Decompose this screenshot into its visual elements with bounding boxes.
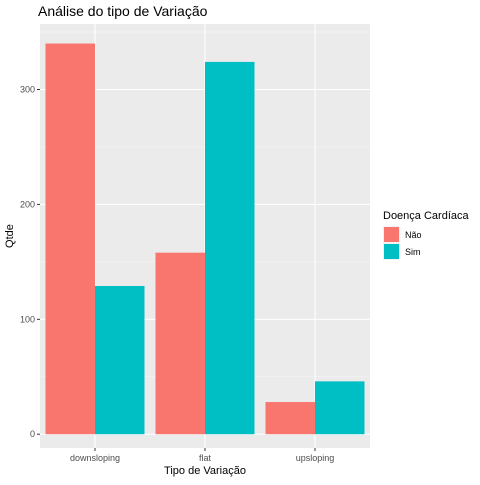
- x-axis-label: Tipo de Variação: [164, 465, 246, 477]
- y-tick-label: 100: [20, 314, 35, 324]
- x-tick-label: upsloping: [296, 453, 335, 463]
- y-tick-label: 0: [30, 429, 35, 439]
- legend-label: Sim: [405, 247, 421, 257]
- bar-flat-0: [155, 252, 205, 435]
- x-axis: downsloping flat upsloping: [70, 448, 334, 463]
- legend-key: [384, 227, 399, 242]
- bar-upsloping-0: [265, 402, 315, 435]
- x-tick-label: downsloping: [70, 453, 120, 463]
- y-axis-label: Qtde: [4, 224, 16, 248]
- chart-title: Análise do tipo de Variação: [38, 3, 208, 19]
- legend-key: [384, 244, 399, 259]
- bar-downsloping-1: [95, 285, 145, 435]
- y-tick-label: 300: [20, 84, 35, 94]
- y-axis: 0 100 200 300: [20, 84, 40, 439]
- y-tick-label: 200: [20, 199, 35, 209]
- legend-title: Doença Cardíaca: [383, 210, 469, 222]
- legend-label: Não: [405, 230, 422, 240]
- bars: [45, 43, 365, 435]
- bar-flat-1: [205, 61, 255, 435]
- bar-upsloping-1: [315, 381, 365, 435]
- legend: Doença Cardíaca Não Sim: [383, 210, 469, 260]
- bar-downsloping-0: [45, 43, 95, 435]
- x-tick-label: flat: [199, 453, 212, 463]
